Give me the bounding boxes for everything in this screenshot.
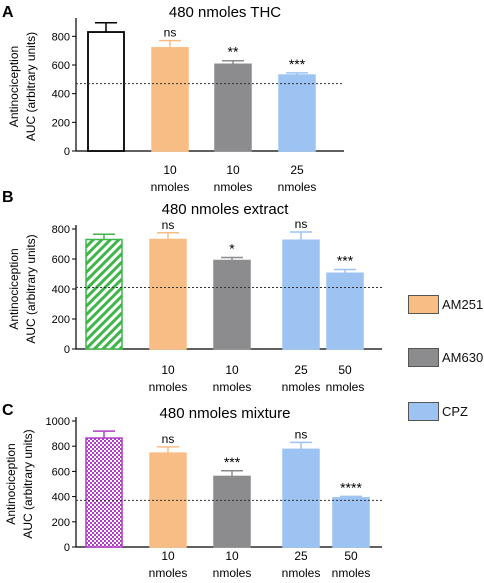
x-tick-label: 10 xyxy=(161,549,175,563)
legend-item-am251: AM251 xyxy=(408,295,484,315)
x-tick-label: nmoles xyxy=(214,180,253,194)
x-tick-label: nmoles xyxy=(149,566,188,580)
significance-label: *** xyxy=(337,253,354,269)
x-tick-label: 10 xyxy=(163,163,177,177)
panel-letter: A xyxy=(2,4,14,21)
significance-label: ns xyxy=(164,26,177,40)
y-axis-label: AUC (arbitrary units) xyxy=(24,234,38,343)
chart-title: 480 nmoles THC xyxy=(169,4,281,21)
y-tick-label: 200 xyxy=(52,517,70,529)
bar xyxy=(326,272,364,350)
bar xyxy=(278,74,316,152)
bar xyxy=(87,31,125,152)
y-tick-label: 600 xyxy=(52,60,70,72)
significance-label: ns xyxy=(295,217,308,231)
x-tick-label: nmoles xyxy=(149,380,188,394)
bar xyxy=(282,239,320,350)
panel-letter: C xyxy=(2,402,14,419)
y-axis-label: AUC (arbitrary units) xyxy=(21,429,35,538)
x-tick-label: 25 xyxy=(294,363,308,377)
y-axis-label: AUC (arbitrary units) xyxy=(24,32,38,141)
x-tick-label: nmoles xyxy=(326,380,365,394)
legend-swatch xyxy=(408,295,439,314)
x-tick-label: 10 xyxy=(226,163,240,177)
legend-swatch xyxy=(408,348,439,367)
significance-label: * xyxy=(229,241,235,257)
significance-label: *** xyxy=(289,56,306,72)
y-tick-label: 800 xyxy=(52,31,70,43)
significance-label: ns xyxy=(162,218,175,232)
y-tick-label: 400 xyxy=(52,492,70,504)
x-tick-label: 25 xyxy=(294,549,308,563)
legend-label: AM630 xyxy=(442,350,484,365)
y-tick-label: 600 xyxy=(52,466,70,478)
x-tick-label: nmoles xyxy=(332,566,371,580)
y-tick-label: 600 xyxy=(52,254,70,266)
x-tick-label: nmoles xyxy=(282,566,321,580)
significance-label: **** xyxy=(340,479,362,495)
y-tick-label: 0 xyxy=(64,344,70,356)
y-tick-label: 0 xyxy=(64,146,70,158)
y-tick-label: 1000 xyxy=(46,416,70,428)
chart-title: 480 nmoles extract xyxy=(162,201,290,218)
legend-item-am630: AM630 xyxy=(408,348,484,368)
x-tick-label: nmoles xyxy=(213,566,252,580)
bar xyxy=(282,448,320,548)
bar xyxy=(85,238,123,350)
x-tick-label: nmoles xyxy=(282,380,321,394)
bar xyxy=(151,47,189,152)
x-tick-label: 10 xyxy=(161,363,175,377)
bar xyxy=(85,437,123,548)
bar xyxy=(149,238,187,350)
chart-title: 480 nmoles mixture xyxy=(160,405,291,422)
bar xyxy=(213,259,251,350)
significance-label: *** xyxy=(224,454,241,470)
significance-label: ns xyxy=(162,432,175,446)
y-axis-label: Antinociception xyxy=(4,443,18,524)
y-tick-label: 200 xyxy=(52,314,70,326)
x-tick-label: 10 xyxy=(225,549,239,563)
bar xyxy=(213,475,251,548)
y-tick-label: 400 xyxy=(52,284,70,296)
x-tick-label: 50 xyxy=(344,549,358,563)
x-tick-label: 10 xyxy=(225,363,239,377)
y-tick-label: 800 xyxy=(52,224,70,236)
legend-swatch xyxy=(408,402,439,421)
panel-letter: B xyxy=(2,189,14,206)
bar xyxy=(332,497,370,548)
y-tick-label: 200 xyxy=(52,117,70,129)
x-tick-label: 25 xyxy=(290,163,304,177)
significance-label: ** xyxy=(228,44,239,60)
x-tick-label: nmoles xyxy=(278,180,317,194)
y-axis-label: Antinociception xyxy=(7,248,21,329)
legend-label: AM251 xyxy=(442,297,484,312)
y-tick-label: 400 xyxy=(52,89,70,101)
significance-label: ns xyxy=(295,427,308,441)
y-tick-label: 800 xyxy=(52,441,70,453)
y-axis-label: Antinociception xyxy=(7,46,21,127)
legend: AM251 AM630 CPZ xyxy=(408,295,484,425)
legend-label: CPZ xyxy=(442,404,468,419)
y-tick-label: 0 xyxy=(64,542,70,554)
bar xyxy=(214,63,252,152)
x-tick-label: nmoles xyxy=(213,380,252,394)
x-tick-label: 50 xyxy=(338,363,352,377)
x-tick-label: nmoles xyxy=(151,180,190,194)
legend-item-cpz: CPZ xyxy=(408,402,484,422)
